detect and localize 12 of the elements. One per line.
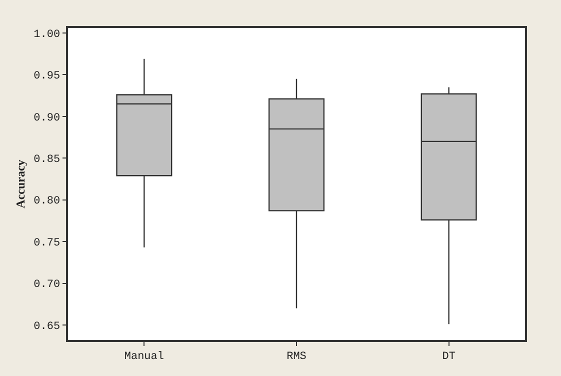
- x-tick-label: RMS: [286, 350, 307, 363]
- y-tick-label: 0.95: [34, 70, 60, 83]
- y-tick-label: 0.85: [34, 154, 60, 166]
- x-tick-label: DT: [442, 350, 456, 363]
- y-tick-label: 0.75: [34, 237, 60, 250]
- y-tick-label: 0.80: [34, 196, 60, 208]
- y-tick-label: 0.70: [34, 279, 60, 292]
- y-tick-label: 1.00: [34, 28, 60, 41]
- x-tick-label: Manual: [124, 350, 164, 363]
- y-axis-title: Accuracy: [13, 160, 28, 208]
- y-tick-label: 0.90: [34, 112, 60, 124]
- y-tick-label: 0.65: [34, 320, 60, 333]
